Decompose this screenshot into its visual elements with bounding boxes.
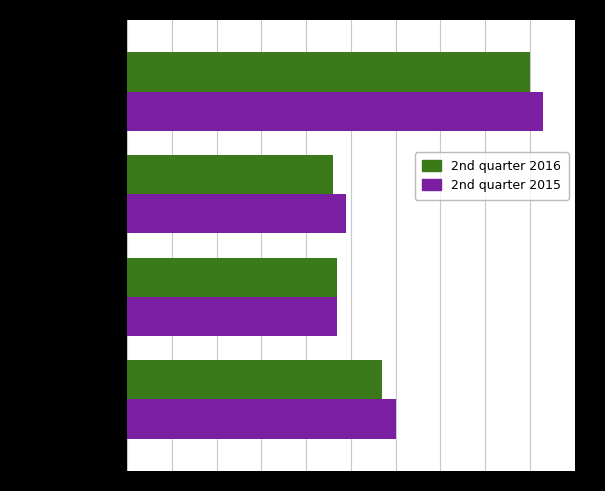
Bar [127,400,396,438]
Bar [127,360,382,400]
Bar [127,53,530,91]
Bar [127,155,333,194]
Bar [127,297,338,336]
Legend: 2nd quarter 2016, 2nd quarter 2015: 2nd quarter 2016, 2nd quarter 2015 [415,152,569,200]
Bar [127,194,347,233]
Bar [127,91,543,131]
Bar [127,258,338,297]
